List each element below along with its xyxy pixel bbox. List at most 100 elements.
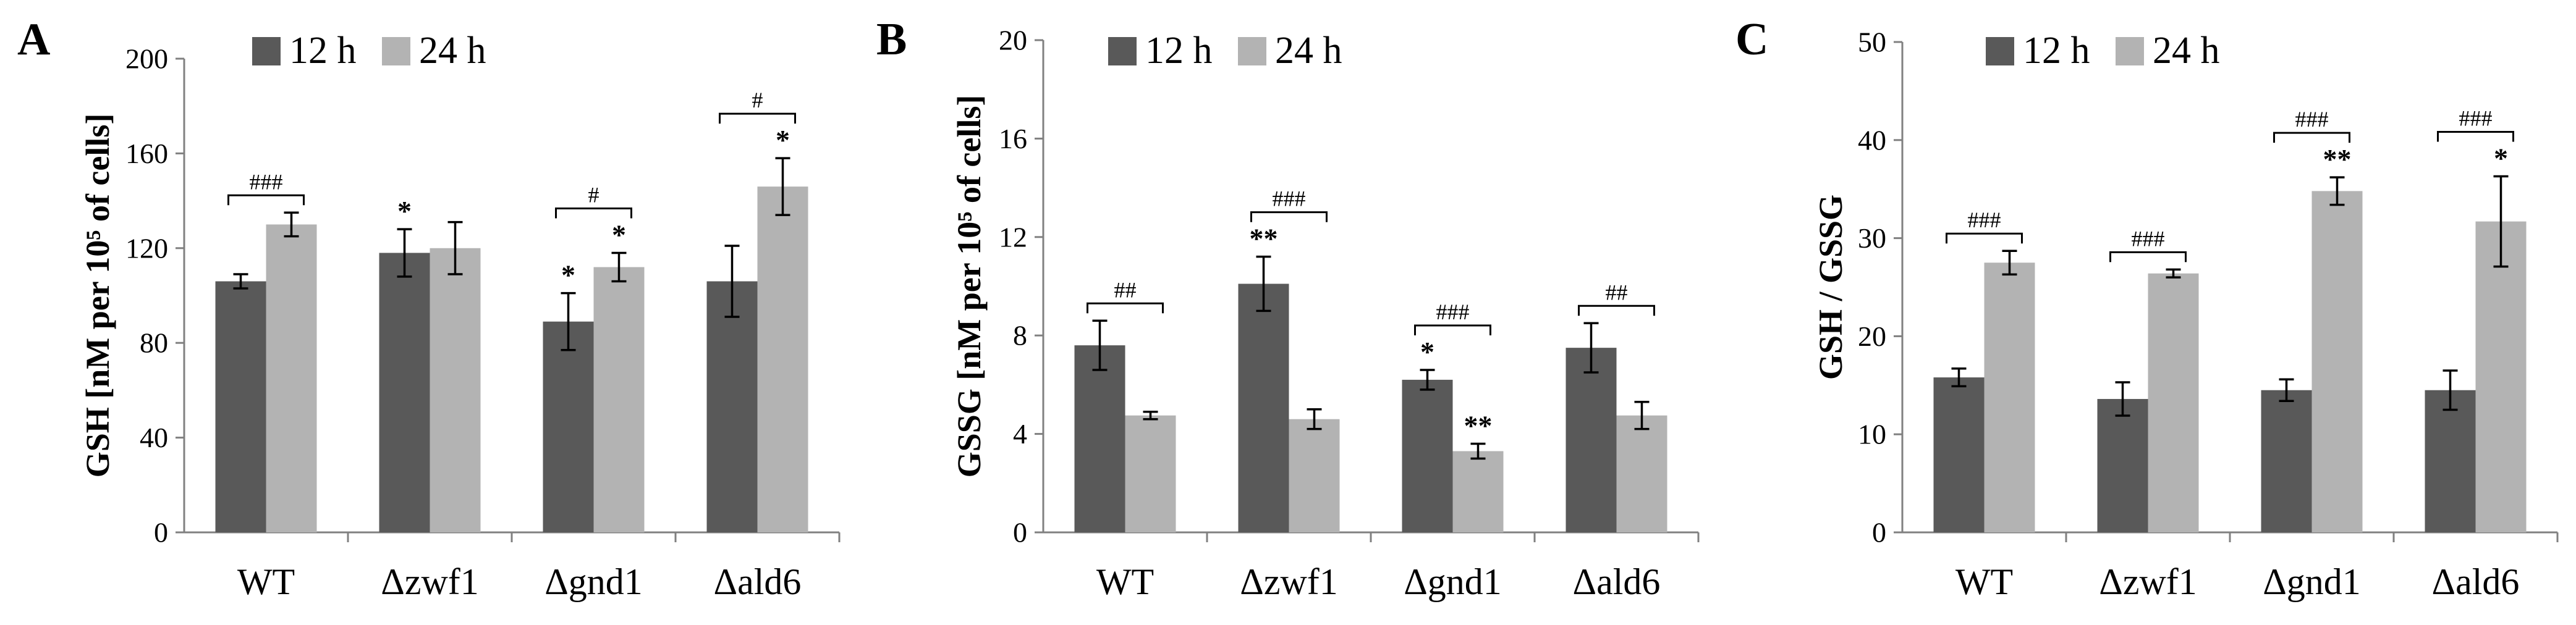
x-category-label: WT [237,561,295,602]
legend-swatch-24h [2116,37,2144,65]
x-category-label: Δald6 [714,561,802,602]
x-category-label: Δgnd1 [544,561,643,602]
significance-bracket [1087,302,1164,314]
y-tick-label: 0 [154,517,168,548]
y-tick-label: 30 [1858,222,1886,254]
x-category-label: Δgnd1 [2263,561,2361,602]
significance-bracket [1946,232,2023,244]
bar-12h-delta-gnd1 [543,321,594,532]
bar-24h-delta-ald6 [2475,221,2527,532]
legend-swatch-12h [252,37,281,65]
legend-label-12h: 12 h [2023,30,2090,72]
legend-label-24h: 24 h [2153,30,2220,72]
legend-swatch-24h [382,37,410,65]
legend-swatch-12h [1108,37,1137,65]
legend-swatch-12h [1986,37,2014,65]
bar-24h-delta-zwf1 [430,248,481,532]
panel-b: B GSSG [nM per 10⁵ of cells] 0 4 8 12 16 20 ## WT… [876,14,1700,602]
bar-24h-delta-gnd1 [2311,191,2363,533]
y-tick-label: 80 [140,327,168,359]
y-tick-label: 10 [1858,419,1886,450]
significance-hash: ## [1606,280,1628,304]
significance-bracket [1414,324,1491,335]
legend-label-24h: 24 h [419,30,486,72]
panel-c: C GSH / GSSG 0 10 20 30 40 50 ### WT ### Δzwf1 ** ###… [1735,14,2559,602]
significance-hash: ### [250,169,283,194]
bar-12h-delta-ald6 [2425,390,2476,532]
x-category-label: Δzwf1 [381,561,479,602]
panel-letter: A [17,14,50,65]
y-axis-label: GSH [nM per 10⁵ of cells] [79,114,116,478]
legend-swatch-24h [1238,37,1266,65]
bar-24h-delta-ald6 [1616,415,1667,532]
legend-label-12h: 12 h [289,30,357,72]
significance-star: * [2494,143,2508,174]
y-tick-label: 20 [999,25,1027,56]
y-tick-label: 160 [125,138,168,169]
x-category-label: Δald6 [1573,561,1661,602]
bar-12h-WT [1074,345,1125,532]
significance-hash: ### [2459,106,2493,131]
significance-bracket [2273,132,2350,143]
significance-star: * [776,124,790,156]
y-axis-label: GSSG [nM per 10⁵ of cells] [951,95,988,478]
bar-24h-delta-gnd1 [593,267,645,532]
x-category-label: WT [1955,561,2013,602]
bar-12h-delta-ald6 [706,281,758,532]
significance-star: ** [2323,143,2352,175]
significance-hash: ### [1968,208,2001,232]
significance-hash: # [588,182,600,207]
significance-hash: ## [1114,277,1137,302]
bar-12h-delta-zwf1 [1238,283,1289,532]
bar-24h-delta-ald6 [757,187,808,533]
legend-label-12h: 12 h [1145,30,1213,72]
significance-hash: ### [2132,226,2165,251]
bar-12h-WT [1933,377,1985,532]
bar-24h-WT [1984,262,2035,532]
significance-hash: ### [2295,107,2329,132]
panel-letter: C [1735,14,1768,65]
significance-hash: ### [1273,187,1306,211]
y-tick-label: 50 [1858,27,1886,58]
y-tick-label: 40 [140,422,168,453]
significance-bracket [1250,211,1328,222]
bar-24h-delta-zwf1 [2148,273,2199,532]
significance-hash: # [752,88,763,112]
y-tick-label: 4 [1013,418,1027,450]
significance-star: * [1420,336,1434,367]
panel-letter: B [876,14,907,65]
bar-12h-delta-gnd1 [2261,390,2312,532]
significance-star: * [397,195,412,227]
x-category-label: Δald6 [2432,561,2520,602]
bar-24h-delta-gnd1 [1452,451,1504,532]
bar-24h-delta-zwf1 [1289,419,1340,532]
bar-12h-delta-zwf1 [379,253,430,532]
panel-a: A GSH [nM per 10⁵ of cells] 0 40 80 120 160 200… [17,14,841,602]
y-tick-label: 16 [999,123,1027,154]
x-category-label: Δzwf1 [2099,561,2197,602]
bar-24h-WT [266,224,317,532]
y-tick-label: 120 [125,232,168,264]
bar-12h-delta-gnd1 [1402,379,1453,532]
legend-label-24h: 24 h [1275,30,1342,72]
y-tick-label: 8 [1013,320,1027,351]
bar-12h-WT [215,281,266,532]
y-tick-label: 200 [125,43,168,75]
significance-bracket [2437,131,2514,142]
y-tick-label: 0 [1013,517,1027,548]
y-tick-label: 12 [999,221,1027,253]
significance-bracket [719,112,796,124]
y-tick-label: 40 [1858,124,1886,156]
significance-star: ** [1464,410,1493,442]
y-tick-label: 20 [1858,321,1886,352]
significance-hash: ### [1436,300,1470,324]
bar-12h-delta-zwf1 [2097,399,2148,532]
significance-bracket [2109,251,2187,262]
significance-star: * [561,259,575,291]
significance-bracket [555,207,632,219]
bar-12h-delta-ald6 [1566,348,1617,532]
x-category-label: Δgnd1 [1404,561,1502,602]
significance-bracket [227,194,305,206]
x-category-label: Δzwf1 [1240,561,1338,602]
